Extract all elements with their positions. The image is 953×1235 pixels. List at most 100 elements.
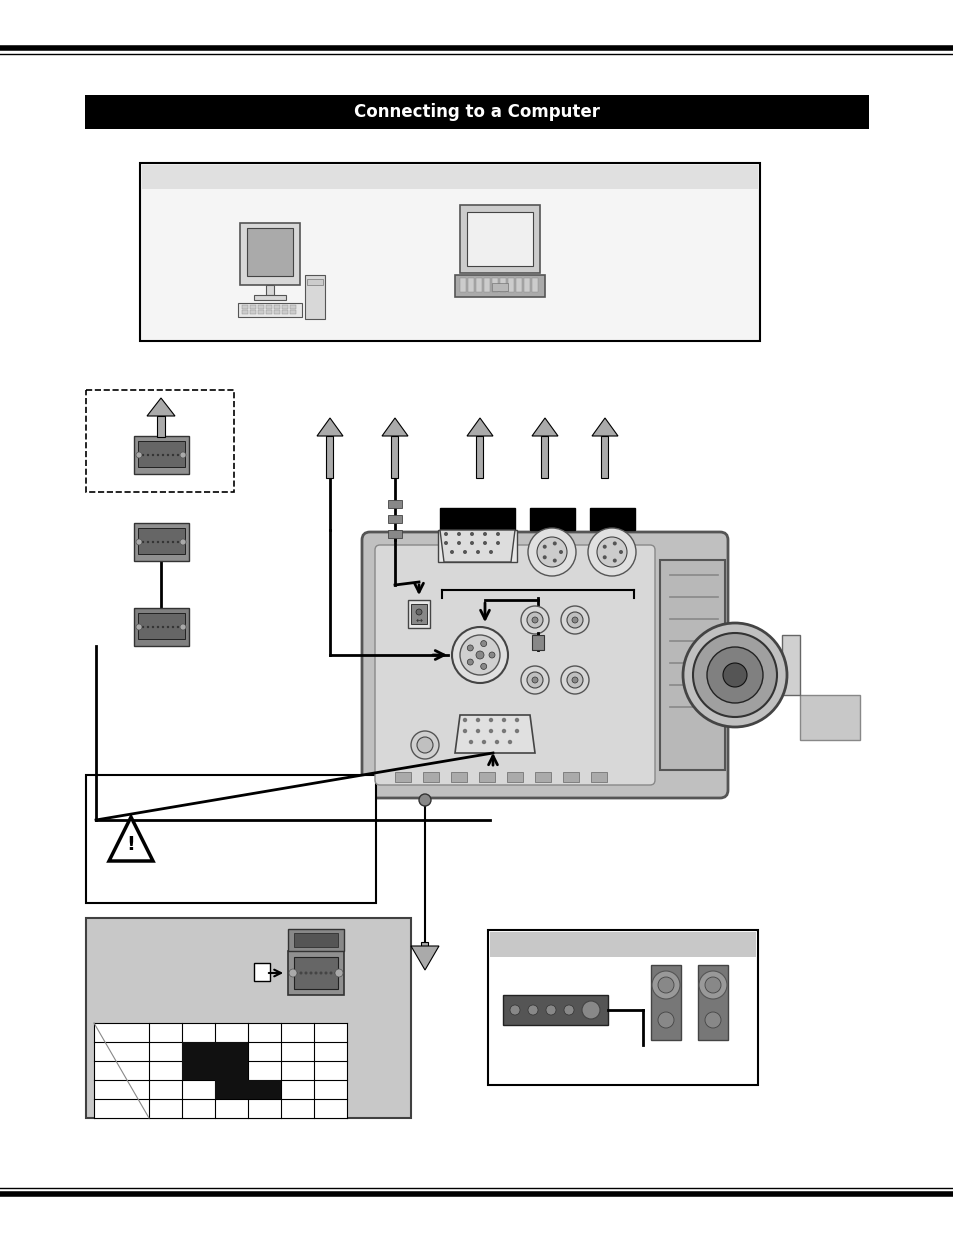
Bar [391,436,398,478]
Polygon shape [532,417,558,436]
Circle shape [309,972,313,974]
Circle shape [692,634,776,718]
Circle shape [443,532,448,536]
Circle shape [180,452,186,458]
Bar [800,695,859,740]
Circle shape [558,550,562,555]
Circle shape [566,672,582,688]
Circle shape [172,541,174,543]
Bar [439,508,515,530]
Bar [288,951,344,995]
Bar [288,929,344,951]
Bar [250,305,255,309]
Circle shape [147,626,149,629]
Circle shape [167,626,169,629]
Circle shape [572,677,578,683]
Circle shape [147,541,149,543]
Circle shape [452,627,507,683]
Circle shape [566,613,582,629]
Circle shape [560,606,588,634]
Bar [282,305,288,309]
Circle shape [699,971,726,999]
Circle shape [411,731,438,760]
Circle shape [335,969,343,977]
Circle shape [156,626,159,629]
Bar [388,515,401,522]
Bar [253,295,286,300]
Circle shape [527,1005,537,1015]
Bar [307,279,323,285]
Circle shape [470,532,474,536]
Circle shape [142,453,144,456]
Bar [492,278,497,291]
Bar [253,963,270,981]
Circle shape [329,972,333,974]
Bar [408,600,430,629]
Bar [459,205,539,273]
Bar [478,772,495,782]
Bar [214,1079,248,1099]
Circle shape [482,532,486,536]
Bar [290,305,295,309]
Circle shape [532,618,537,622]
Circle shape [450,550,454,555]
Circle shape [136,624,142,630]
Bar [247,228,293,275]
Circle shape [152,453,154,456]
Bar [86,776,375,903]
Bar [214,1061,248,1079]
Bar [182,1042,214,1061]
Circle shape [152,541,154,543]
Circle shape [563,1005,574,1015]
Circle shape [299,972,302,974]
Circle shape [459,635,499,676]
Circle shape [496,532,499,536]
Circle shape [501,718,506,722]
Bar [476,436,483,478]
Bar [266,305,272,309]
Circle shape [462,550,467,555]
Circle shape [480,641,486,647]
Circle shape [476,718,479,722]
Circle shape [468,740,473,745]
Bar [138,613,185,638]
Circle shape [180,538,186,545]
Circle shape [527,529,576,576]
Circle shape [520,606,548,634]
Circle shape [612,558,617,563]
Polygon shape [592,417,618,436]
Bar [516,278,521,291]
Bar [388,530,401,538]
Circle shape [335,972,337,974]
Circle shape [152,626,154,629]
Circle shape [470,541,474,545]
Circle shape [467,659,473,666]
Bar [411,604,427,624]
Circle shape [416,737,433,753]
Circle shape [495,740,498,745]
Bar [650,965,680,1040]
Circle shape [507,740,512,745]
Bar [422,772,438,782]
Bar [562,772,578,782]
Circle shape [172,453,174,456]
FancyBboxPatch shape [361,532,727,798]
Bar [294,932,337,947]
Circle shape [501,729,506,734]
Bar [85,95,868,128]
Circle shape [658,1011,673,1028]
Bar [506,772,522,782]
Circle shape [481,740,486,745]
Circle shape [294,972,297,974]
Circle shape [289,969,296,977]
Circle shape [545,1005,556,1015]
Circle shape [162,541,164,543]
Circle shape [156,453,159,456]
Bar [305,275,325,319]
Bar [290,310,295,314]
Circle shape [532,677,537,683]
Polygon shape [147,398,174,416]
Bar [451,772,467,782]
Bar [214,1042,248,1061]
Circle shape [526,672,542,688]
